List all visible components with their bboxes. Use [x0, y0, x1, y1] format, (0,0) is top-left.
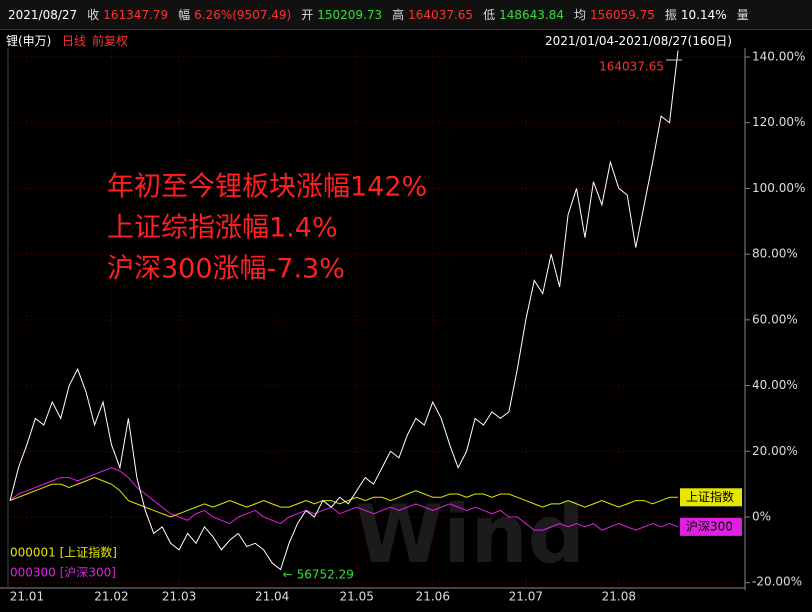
date-range: 2021/01/04-2021/08/27(160日) — [545, 34, 732, 48]
y-tick-label: 40.00% — [752, 378, 798, 392]
watermark: Wind — [355, 488, 585, 581]
x-tick-label: 21.04 — [255, 590, 289, 604]
x-tick-label: 21.03 — [162, 590, 196, 604]
info-date: 2021/08/27 — [8, 7, 78, 22]
series-tag: 沪深300 — [686, 519, 733, 533]
y-tick-label: 20.00% — [752, 444, 798, 458]
series-line — [9, 50, 679, 571]
annotation: 上证综指涨幅1.4% — [107, 213, 338, 244]
info-value: 164037.65 — [408, 7, 474, 22]
y-tick-label: 0% — [752, 510, 771, 524]
adjust: 前复权 — [92, 34, 129, 48]
period: 日线 — [62, 34, 87, 48]
y-tick-label: 120.00% — [752, 115, 805, 129]
annotation: 年初至今锂板块涨幅142% — [107, 172, 427, 203]
min-arrow: ← — [283, 568, 293, 582]
x-tick-label: 21.02 — [94, 590, 128, 604]
security-name: 锂(申万) — [6, 34, 52, 48]
info-label: 低 — [483, 8, 496, 22]
x-tick-label: 21.05 — [340, 590, 374, 604]
y-tick-label: 60.00% — [752, 312, 798, 326]
y-tick-label: -20.00% — [752, 575, 802, 589]
y-tick-label: 140.00% — [752, 50, 805, 64]
info-value: 148643.84 — [499, 7, 564, 22]
subtitle-bar: 锂(申万) 日线 前复权 2021/01/04-2021/08/27(160日) — [0, 30, 812, 48]
x-tick-label: 21.07 — [509, 590, 543, 604]
info-value: 156059.75 — [590, 7, 655, 22]
series-line — [9, 477, 678, 518]
info-label: 量 — [736, 8, 749, 22]
legend-entry: 000300 [沪深300] — [10, 566, 116, 580]
series-line — [9, 467, 679, 531]
annotation: 沪深300涨幅-7.3% — [107, 254, 345, 285]
info-label: 开 — [301, 8, 314, 22]
max-label: 164037.65 — [599, 60, 664, 74]
info-label: 收 — [87, 8, 100, 22]
series-tag: 上证指数 — [686, 489, 734, 504]
series-tag-box — [680, 517, 742, 536]
y-tick-label: 100.00% — [752, 181, 805, 195]
info-value: 150209.73 — [317, 7, 383, 22]
info-label: 高 — [392, 8, 405, 22]
x-tick-label: 21.06 — [416, 590, 450, 604]
info-bar: 2021/08/27 收 161347.79 幅 6.26%(9507.49) 开 1502… — [0, 0, 812, 30]
legend-entry: 000001 [上证指数] — [10, 545, 117, 560]
info-label: 均 — [573, 8, 586, 22]
info-value: 6.26%(9507.49) — [194, 7, 292, 22]
x-tick-label: 21.08 — [602, 590, 636, 604]
info-value: 10.14% — [680, 7, 727, 22]
x-tick-label: 21.01 — [10, 590, 44, 604]
info-value: 161347.79 — [103, 7, 169, 22]
series-tag-box — [680, 488, 742, 507]
info-label: 振 — [664, 8, 677, 22]
y-tick-label: 80.00% — [752, 247, 798, 261]
min-label: 56752.29 — [297, 568, 354, 582]
info-label: 幅 — [178, 8, 191, 22]
